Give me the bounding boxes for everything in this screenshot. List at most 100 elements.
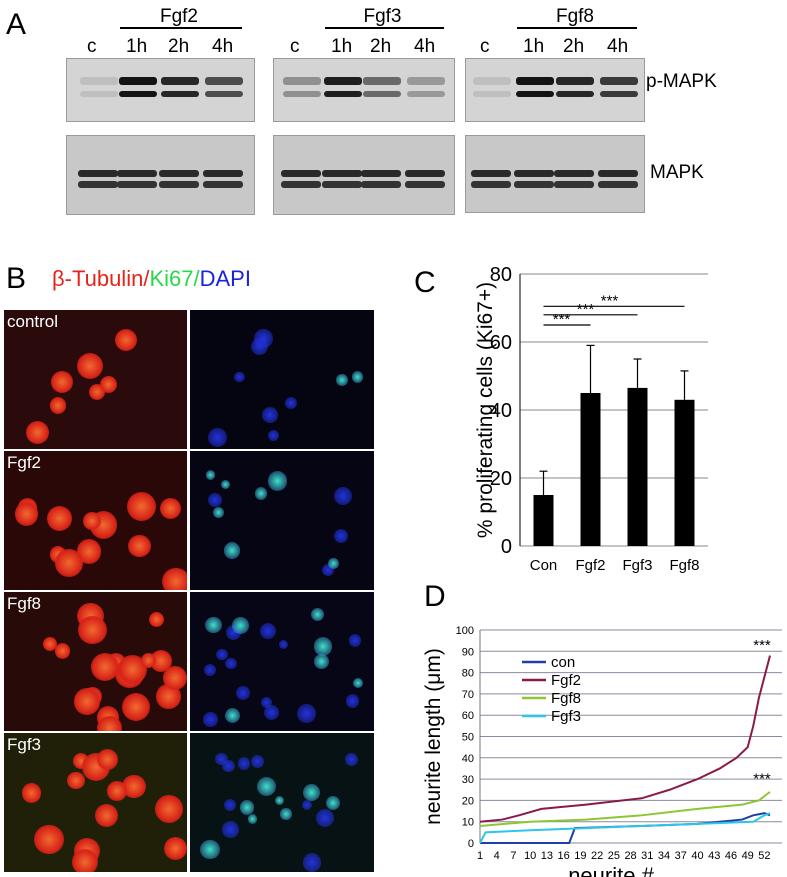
x-tick-label: 37 — [675, 850, 687, 862]
y-tick-label: 100 — [456, 625, 474, 637]
cell — [71, 849, 98, 872]
mapk-band — [203, 170, 243, 177]
group-underline — [120, 27, 242, 29]
p-mapk-blot — [273, 58, 455, 122]
series-line-fgf2 — [479, 655, 771, 823]
cell — [66, 771, 85, 790]
y-tick-label: 60 — [490, 332, 512, 354]
nucleus — [345, 694, 360, 708]
nucleus — [224, 707, 241, 724]
nucleus — [222, 821, 239, 838]
nucleus — [301, 799, 312, 810]
cell — [160, 498, 182, 520]
lane-label: 2h — [168, 36, 190, 57]
micrograph-fgf8-ki67-dapi — [190, 592, 374, 731]
nucleus — [204, 616, 222, 634]
p-mapk-band — [473, 77, 511, 85]
p-mapk-band — [363, 77, 401, 85]
cell — [149, 649, 172, 672]
nucleus — [254, 487, 267, 500]
micrograph-control-merge: control — [4, 310, 187, 449]
nucleus — [213, 507, 224, 518]
neurite-length-line-chart: 0 10 20 30 40 50 60 70 80 90 100 1 4 7 10 13 16 19 22 25 28 3… — [422, 625, 782, 877]
cell — [34, 824, 64, 854]
p-mapk-band — [119, 91, 157, 97]
nucleus — [205, 470, 216, 480]
mapk-blot — [465, 135, 645, 213]
cell — [78, 615, 107, 645]
nucleus — [314, 654, 330, 670]
nucleus — [336, 374, 348, 386]
y-tick-label: 40 — [490, 400, 512, 422]
p-mapk-band — [516, 77, 554, 85]
mapk-band — [598, 170, 638, 177]
mapk-blot — [273, 135, 455, 215]
cell — [55, 549, 84, 577]
y-tick-label: 20 — [490, 468, 512, 490]
x-tick-label: 22 — [591, 850, 603, 862]
p-mapk-band — [161, 91, 199, 97]
nucleus — [237, 757, 251, 770]
p-mapk-blot — [66, 58, 255, 122]
series-line-fgf8 — [479, 791, 771, 827]
nucleus — [257, 777, 277, 797]
cell — [140, 652, 157, 668]
y-axis-title: % proliferating cells (Ki67+) — [474, 282, 497, 538]
legend-label-fgf2: Fgf2 — [551, 672, 581, 689]
stain-title: β-Tubulin/Ki67/DAPI — [52, 266, 251, 292]
bar-con — [533, 495, 554, 546]
nucleus — [275, 795, 285, 805]
nucleus — [261, 407, 278, 424]
stain-tubulin: β-Tubulin — [52, 266, 144, 291]
nucleus — [348, 633, 362, 647]
mapk-band — [361, 181, 401, 188]
cell — [21, 783, 42, 803]
p-mapk-band — [205, 77, 243, 85]
cell — [26, 421, 50, 445]
series-line-fgf3 — [479, 812, 771, 844]
nucleus — [322, 564, 334, 576]
p-mapk-band — [283, 77, 321, 85]
nucleus — [325, 795, 341, 811]
group-underline — [517, 27, 637, 29]
nucleus — [351, 371, 364, 383]
p-mapk-band — [205, 91, 243, 97]
cell — [90, 653, 119, 682]
x-tick-label: Fgf3 — [622, 557, 652, 574]
nucleus — [327, 557, 339, 569]
mapk-band — [405, 181, 445, 188]
blot-label-mapk: MAPK — [650, 162, 704, 183]
x-tick-label: 1 — [477, 850, 483, 862]
x-tick-label: 16 — [558, 850, 570, 862]
nucleus — [221, 479, 231, 490]
cell — [46, 506, 72, 532]
x-tick-label: 25 — [608, 850, 620, 862]
significance-stars: *** — [577, 301, 595, 318]
micrograph-label-fgf8: Fgf8 — [7, 594, 42, 613]
nucleus — [303, 853, 322, 872]
y-tick-label: 40 — [462, 753, 474, 765]
nucleus — [311, 607, 325, 621]
y-tick-label: 80 — [462, 668, 474, 680]
mapk-blot — [66, 135, 255, 215]
nucleus — [250, 754, 264, 769]
lane-label: 4h — [607, 36, 629, 57]
cell — [148, 611, 164, 627]
nucleus — [264, 704, 280, 720]
group-label-fgf8: Fgf8 — [555, 6, 595, 27]
micrograph-fgf3-ki67-dapi — [190, 733, 374, 872]
stain-ki67: Ki67 — [149, 266, 194, 291]
nucleus — [222, 759, 235, 773]
nucleus — [224, 798, 237, 811]
lane-label: c — [290, 36, 300, 57]
p-mapk-blot — [465, 58, 645, 122]
cell — [162, 665, 187, 691]
x-tick-label: 4 — [494, 850, 500, 862]
x-tick-label: Fgf8 — [669, 557, 699, 574]
mapk-band — [159, 181, 199, 188]
legend-label-fgf8: Fgf8 — [551, 690, 581, 707]
mapk-band — [471, 170, 511, 177]
mapk-band — [322, 181, 362, 188]
p-mapk-band — [407, 77, 445, 85]
significance-stars: *** — [553, 311, 571, 328]
